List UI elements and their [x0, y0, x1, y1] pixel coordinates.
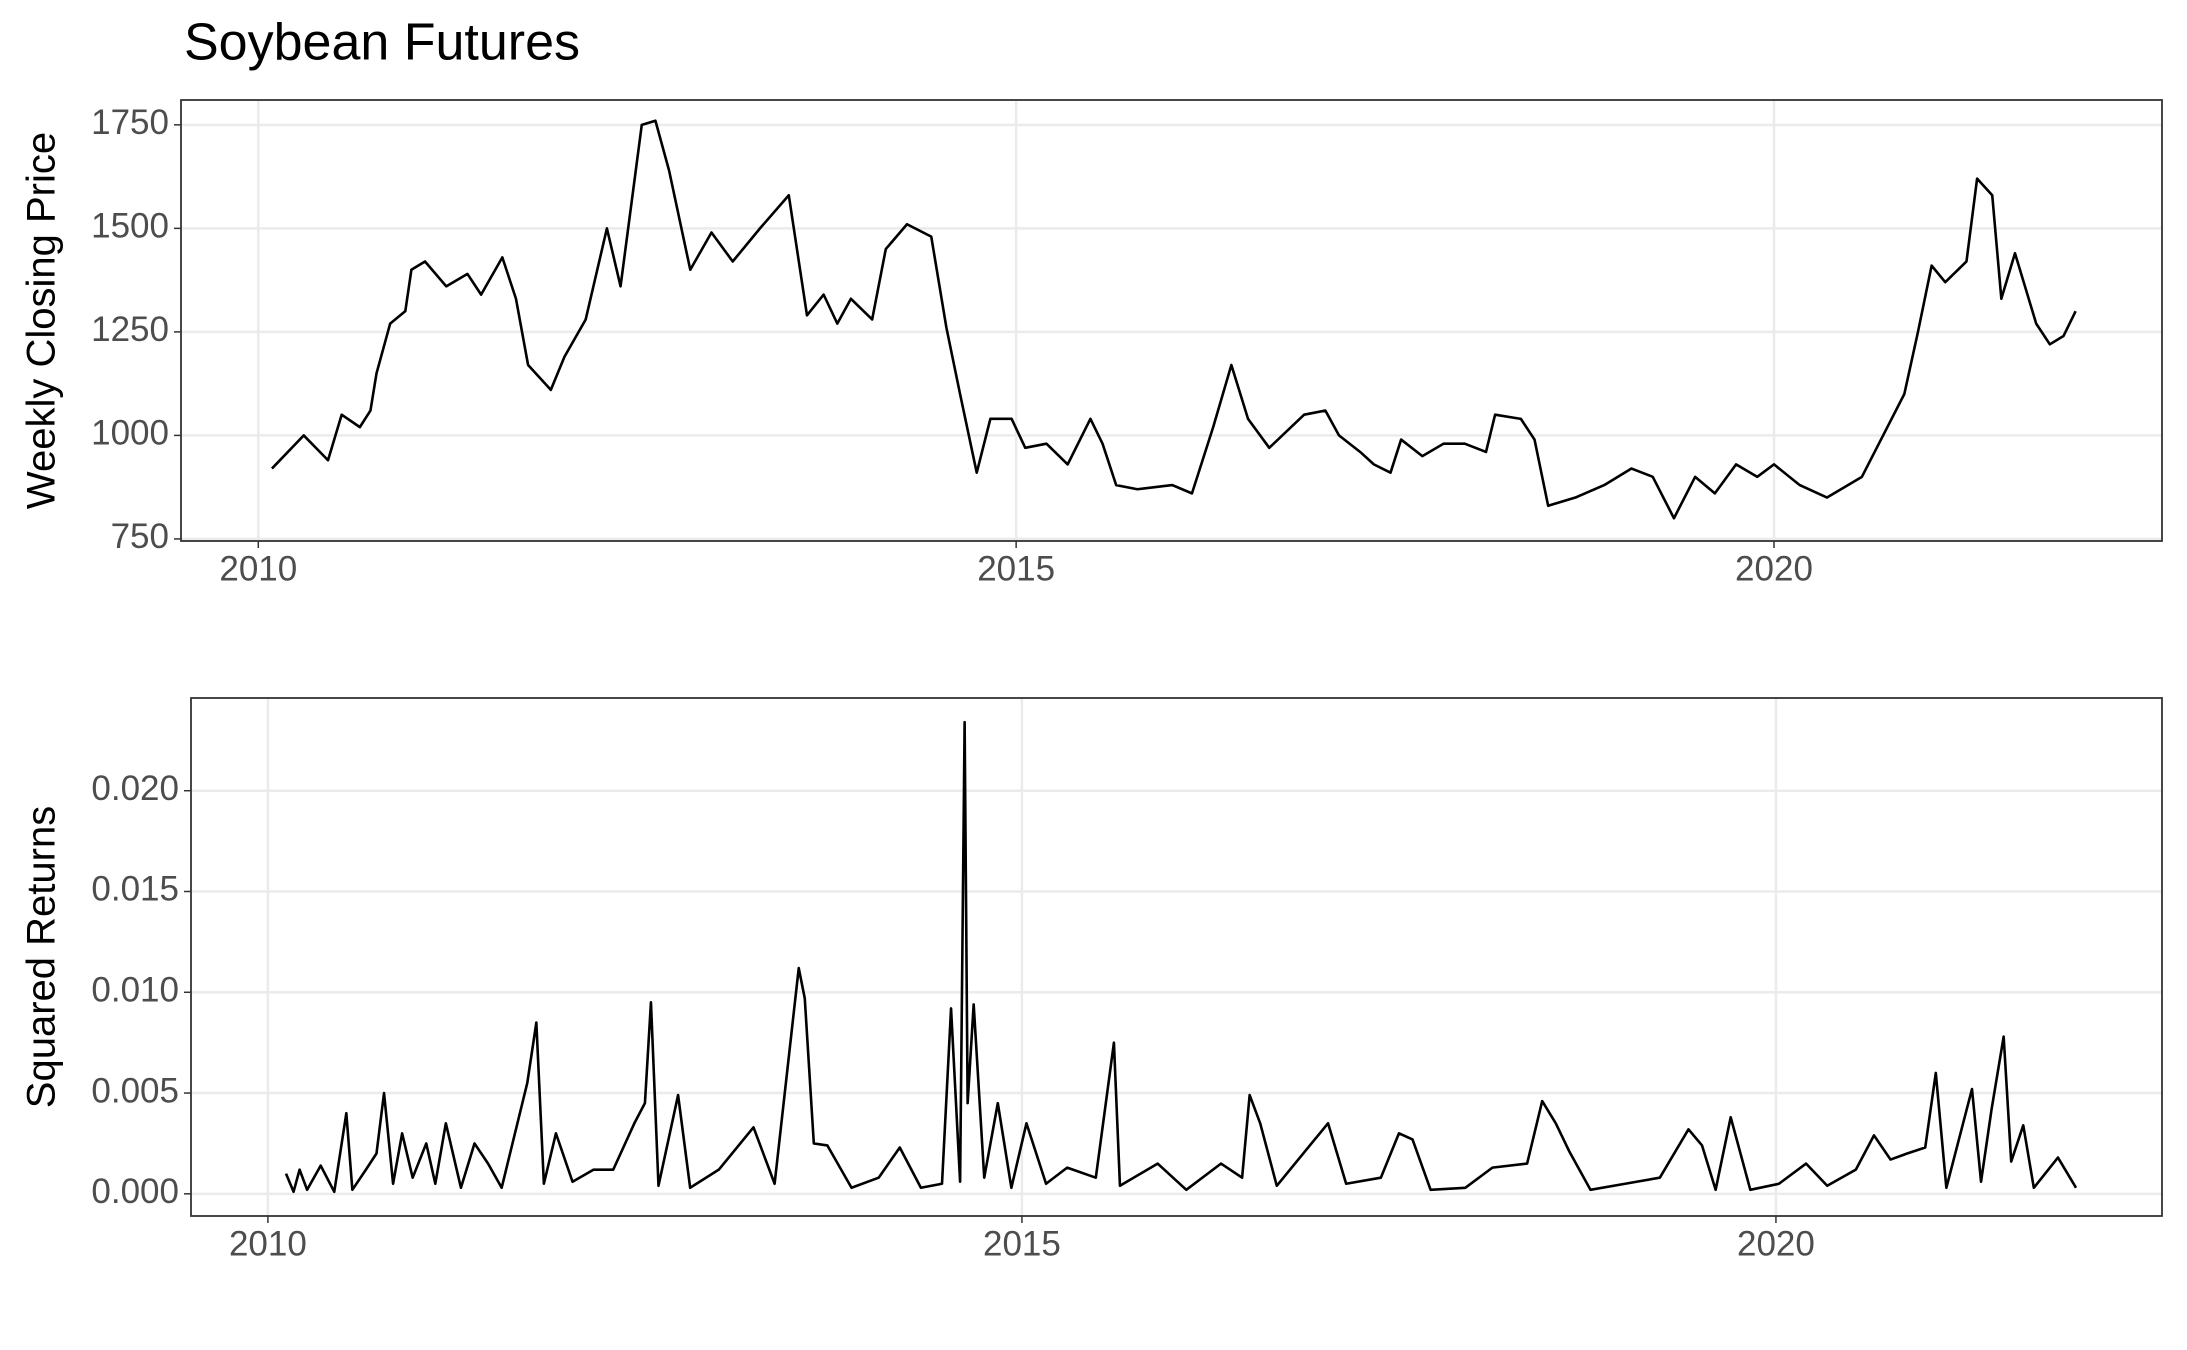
y-tick-label: 0.000 [91, 1172, 179, 1211]
x-tick-label: 2010 [229, 1224, 307, 1263]
y-tick-label: 0.020 [91, 769, 179, 808]
y-tick-label: 0.010 [91, 971, 179, 1010]
y-tick-label: 750 [111, 517, 169, 556]
x-tick-label: 2020 [1737, 1224, 1815, 1263]
y-tick-label: 1750 [91, 103, 169, 142]
panel-background [181, 100, 2162, 541]
x-tick-label: 2015 [983, 1224, 1061, 1263]
line [271, 119, 2077, 520]
y-tick-label: 1000 [91, 414, 169, 453]
line [284, 720, 2078, 1194]
y-axis-title: Squared Returns [20, 806, 64, 1108]
y-tick-label: 0.005 [91, 1071, 179, 1110]
x-tick-label: 2015 [977, 549, 1055, 588]
panel-border [190, 697, 2163, 1217]
x-tick-label: 2020 [1735, 549, 1813, 588]
y-axis-title: Weekly Closing Price [20, 132, 64, 509]
y-tick-label: 0.015 [91, 870, 179, 909]
x-tick-label: 2010 [219, 549, 297, 588]
chart-title: Soybean Futures [184, 14, 580, 72]
y-tick-label: 1250 [91, 310, 169, 349]
panel-background [191, 698, 2162, 1216]
y-tick-label: 1500 [91, 207, 169, 246]
panel-border [180, 99, 2163, 542]
